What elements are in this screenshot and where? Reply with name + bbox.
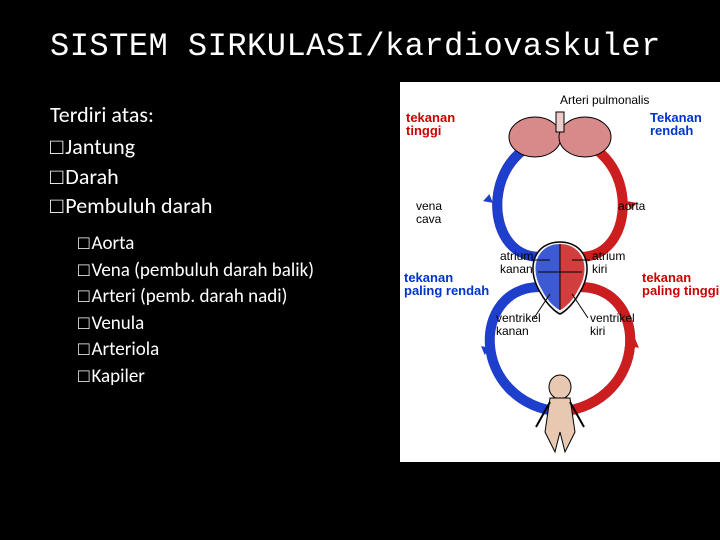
main-item-label: Jantung: [65, 133, 135, 160]
sub-item-label: Aorta: [91, 232, 134, 255]
svg-text:kanan: kanan: [500, 262, 533, 276]
sub-item-label: Arteri (pemb. darah nadi): [91, 285, 287, 308]
intro-text: Terdiri atas:: [50, 101, 390, 128]
sub-item: □Arteriola: [78, 337, 390, 364]
svg-text:aorta: aorta: [618, 199, 646, 213]
bullet-icon: □: [78, 337, 89, 364]
sub-item: □Aorta: [78, 231, 390, 258]
sub-item: □Vena (pembuluh darah balik): [78, 258, 390, 285]
main-item: □Darah: [50, 162, 390, 192]
svg-text:kanan: kanan: [496, 324, 529, 338]
circulation-diagram: tekanantinggiTekananrendahArteri pulmona…: [400, 82, 720, 462]
svg-text:rendah: rendah: [650, 123, 693, 138]
sub-item-label: Kapiler: [91, 365, 144, 388]
bullet-icon: □: [50, 132, 63, 162]
main-item-label: Darah: [65, 163, 118, 190]
sub-item: □Venula: [78, 311, 390, 338]
sub-item-label: Venula: [91, 312, 144, 335]
main-item: □Jantung: [50, 132, 390, 162]
sub-item-label: Vena (pembuluh darah balik): [91, 259, 314, 282]
svg-text:vena: vena: [416, 199, 442, 213]
sub-item: □Kapiler: [78, 364, 390, 391]
svg-text:kiri: kiri: [592, 262, 607, 276]
bullet-icon: □: [78, 364, 89, 391]
bullet-icon: □: [78, 311, 89, 338]
bullet-icon: □: [78, 258, 89, 285]
svg-text:atrium: atrium: [500, 249, 533, 263]
svg-text:cava: cava: [416, 212, 442, 226]
slide-title: SISTEM SIRKULASI/kardiovaskuler: [50, 28, 670, 65]
svg-text:paling tinggi: paling tinggi: [642, 283, 719, 298]
slide-container: SISTEM SIRKULASI/kardiovaskuler Terdiri …: [0, 0, 720, 540]
sub-item-label: Arteriola: [91, 338, 159, 361]
bullet-icon: □: [78, 284, 89, 311]
svg-text:ventrikel: ventrikel: [590, 311, 635, 325]
sub-item: □Arteri (pemb. darah nadi): [78, 284, 390, 311]
diagram-svg: tekanantinggiTekananrendahArteri pulmona…: [400, 82, 720, 462]
svg-text:atrium: atrium: [592, 249, 625, 263]
bullet-icon: □: [50, 191, 63, 221]
svg-text:paling rendah: paling rendah: [404, 283, 489, 298]
bullet-icon: □: [50, 162, 63, 192]
svg-text:Arteri pulmonalis: Arteri pulmonalis: [560, 93, 649, 107]
bullet-icon: □: [78, 231, 89, 258]
svg-text:kiri: kiri: [590, 324, 605, 338]
main-item: □Pembuluh darah: [50, 191, 390, 221]
svg-text:tinggi: tinggi: [406, 123, 441, 138]
main-item-label: Pembuluh darah: [65, 192, 212, 219]
svg-text:ventrikel: ventrikel: [496, 311, 541, 325]
sub-list: □Aorta □Vena (pembuluh darah balik) □Art…: [78, 231, 390, 391]
text-column: Terdiri atas: □Jantung □Darah □Pembuluh …: [50, 101, 390, 391]
